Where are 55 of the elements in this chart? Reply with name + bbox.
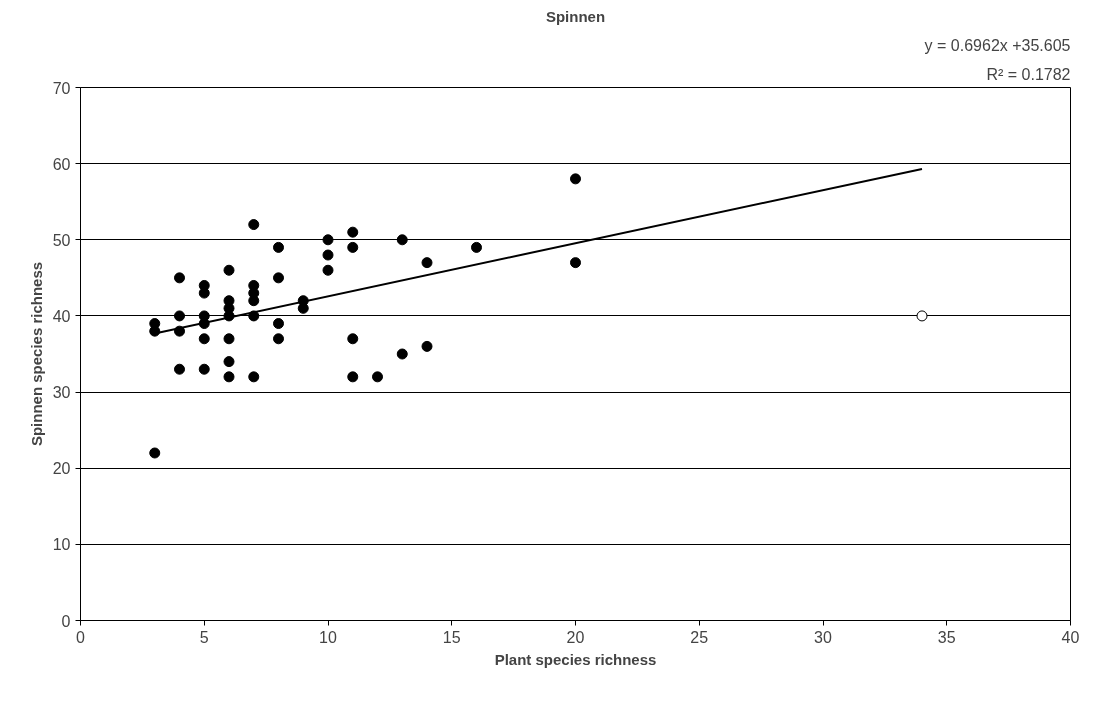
y-tick-label: 20	[52, 460, 71, 478]
point	[347, 241, 359, 253]
point	[223, 264, 235, 276]
y-tick-label: 40	[52, 307, 71, 325]
point	[396, 234, 408, 246]
point	[174, 272, 185, 284]
y-tick-label: 60	[52, 155, 71, 173]
point	[570, 257, 581, 269]
point	[198, 333, 210, 345]
x-tick-label: 25	[690, 628, 709, 646]
x-tick-label: 5	[199, 628, 209, 646]
point	[248, 295, 260, 307]
point	[273, 318, 284, 330]
point	[223, 371, 235, 383]
x-tick-label: 30	[814, 628, 832, 646]
y-tick-label: 30	[52, 384, 71, 402]
point	[273, 241, 284, 253]
point	[347, 371, 359, 383]
x-tick-label: 40	[1061, 628, 1080, 646]
y-tick-label: 70	[52, 79, 71, 97]
x-tick-label: 35	[937, 628, 956, 646]
point	[421, 340, 433, 352]
y-tick-label: 10	[52, 536, 71, 554]
point	[322, 234, 334, 246]
point	[248, 371, 260, 383]
point	[223, 356, 235, 368]
point	[322, 249, 334, 261]
text: R² = 0.1782	[986, 65, 1071, 83]
x-tick-label: 15	[442, 628, 461, 646]
point	[149, 447, 161, 459]
point	[396, 348, 408, 360]
point	[223, 333, 235, 345]
point	[174, 363, 185, 375]
point	[570, 173, 581, 185]
point	[174, 310, 185, 322]
point	[273, 272, 284, 284]
point	[347, 333, 359, 345]
text: y = 0.6962x +35.605	[924, 36, 1071, 54]
y-axis-title: Spinnen species richness	[27, 261, 45, 447]
x-tick-label: 20	[566, 628, 585, 646]
point	[322, 264, 334, 276]
x-tick-label: 0	[76, 628, 86, 646]
point	[421, 257, 433, 269]
chart-title: Spinnen	[545, 7, 606, 25]
point	[248, 219, 260, 231]
point	[347, 226, 359, 238]
point	[471, 241, 482, 253]
x-tick-label: 10	[319, 628, 337, 646]
point	[916, 310, 928, 322]
y-tick-label: 50	[52, 231, 71, 249]
point	[372, 371, 383, 383]
point	[198, 363, 210, 375]
x-axis-title: Plant species richness	[494, 650, 657, 668]
point	[273, 333, 284, 345]
y-tick-label: 0	[61, 612, 71, 630]
